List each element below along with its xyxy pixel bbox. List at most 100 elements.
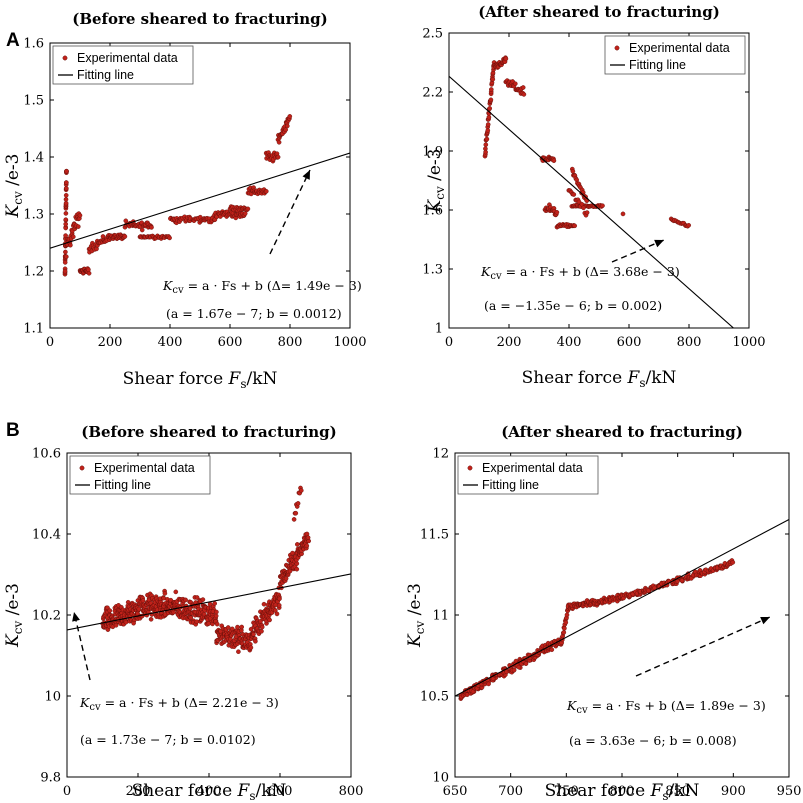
legend-item-experimental: Experimental data xyxy=(629,41,730,55)
data-point xyxy=(173,589,179,595)
data-point xyxy=(485,128,491,133)
data-point xyxy=(290,550,295,556)
data-point xyxy=(483,142,489,147)
y-tick-label: 10.4 xyxy=(32,528,61,543)
data-point xyxy=(183,597,188,603)
legend-item-fitting: Fitting line xyxy=(77,68,134,82)
x-tick-label: 1000 xyxy=(333,335,366,350)
data-point xyxy=(490,77,496,82)
data-point xyxy=(287,114,293,119)
data-point xyxy=(71,234,76,240)
x-tick-label: 0 xyxy=(46,335,54,350)
data-point xyxy=(63,217,69,222)
y-tick-label: 1.9 xyxy=(422,145,443,160)
x-tick-label: 800 xyxy=(610,784,635,799)
fitting-line xyxy=(50,152,350,249)
data-point xyxy=(63,249,68,255)
data-point xyxy=(63,233,68,238)
x-tick-label: 400 xyxy=(197,784,222,799)
legend-item-experimental: Experimental data xyxy=(482,461,583,475)
data-point xyxy=(521,92,527,97)
x-tick-label: 200 xyxy=(98,335,123,350)
fitting-line xyxy=(67,573,351,631)
data-point xyxy=(600,203,605,208)
data-point xyxy=(261,601,267,607)
x-tick-label: 0 xyxy=(63,784,71,799)
arrow-head-icon xyxy=(302,170,310,180)
y-axis-label: Kcv /e-3 xyxy=(425,149,447,214)
fit-equation: Kcv = a · Fs + b (Δ= 3.68e − 3) xyxy=(480,264,680,282)
fit-parameters: (a = 3.63e − 6; b = 0.008) xyxy=(569,733,737,748)
y-tick-label: 1.1 xyxy=(23,322,44,337)
data-point xyxy=(188,615,193,621)
annotation-arrow xyxy=(73,611,91,681)
data-point xyxy=(248,645,254,650)
data-point xyxy=(581,205,586,211)
data-point xyxy=(68,242,73,248)
x-tick-label: 200 xyxy=(126,784,151,799)
plot-frame xyxy=(454,452,790,778)
data-point xyxy=(149,225,154,230)
data-point xyxy=(63,211,69,216)
data-point xyxy=(485,122,491,127)
legend: Experimental data Fitting line xyxy=(604,35,746,75)
data-point xyxy=(549,647,555,653)
chart-b-after: (After sheared to fracturing) 650 700 750 80… xyxy=(405,423,801,803)
data-point xyxy=(214,609,219,615)
x-tick-label: 800 xyxy=(339,784,364,799)
data-point xyxy=(686,222,692,228)
data-point xyxy=(62,260,68,265)
data-point xyxy=(200,597,206,602)
legend-marker xyxy=(62,55,68,61)
x-tick-label: 650 xyxy=(443,784,468,799)
x-tick-label: 600 xyxy=(268,784,293,799)
data-point xyxy=(64,254,69,260)
legend-item-experimental: Experimental data xyxy=(77,51,178,65)
data-point xyxy=(551,158,557,163)
data-point xyxy=(63,200,69,206)
data-point xyxy=(570,168,576,174)
fit-equation: Kcv = a · Fs + b (Δ= 1.49e − 3) xyxy=(162,278,362,296)
data-point xyxy=(275,154,281,160)
data-point xyxy=(620,211,626,217)
fit-equation: Kcv = a · Fs + b (Δ= 2.21e − 3) xyxy=(79,695,279,713)
y-tick-label: 1.5 xyxy=(23,94,44,109)
legend-item-fitting: Fitting line xyxy=(94,478,151,492)
data-point xyxy=(63,192,69,198)
data-point xyxy=(122,234,128,239)
data-point xyxy=(235,624,240,630)
chart-title: (Before sheared to fracturing) xyxy=(81,423,337,441)
y-tick-label: 10.6 xyxy=(32,447,61,462)
data-point xyxy=(298,488,304,493)
chart-title: (Before sheared to fracturing) xyxy=(72,10,328,28)
data-point xyxy=(148,617,154,622)
plot-frame xyxy=(49,42,351,329)
y-axis-label: Kcv /e-3 xyxy=(3,583,25,648)
arrow-head-icon xyxy=(654,239,664,248)
data-point xyxy=(520,85,526,90)
data-point xyxy=(294,542,300,547)
y-tick-label: 10.5 xyxy=(420,690,449,705)
x-tick-label: 900 xyxy=(721,784,746,799)
x-tick-label: 400 xyxy=(557,335,582,350)
data-point xyxy=(76,224,81,229)
data-point xyxy=(503,56,509,62)
data-point xyxy=(77,213,83,218)
y-tick-label: 2.5 xyxy=(422,27,443,42)
data-point xyxy=(253,639,258,644)
data-point xyxy=(277,596,282,602)
data-point xyxy=(267,617,272,623)
data-point xyxy=(295,501,301,506)
data-point xyxy=(284,123,290,129)
data-point xyxy=(730,560,736,565)
data-point xyxy=(64,186,69,191)
chart-a-after: (After sheared to fracturing) 0 200 400 600 8… xyxy=(422,3,765,390)
data-point xyxy=(274,611,280,617)
x-tick-label: 1000 xyxy=(732,335,765,350)
y-tick-label: 10.2 xyxy=(32,609,61,624)
data-point xyxy=(136,606,142,612)
data-point xyxy=(487,106,493,111)
fit-parameters: (a = −1.35e − 6; b = 0.002) xyxy=(484,298,662,313)
legend-marker xyxy=(614,45,620,51)
